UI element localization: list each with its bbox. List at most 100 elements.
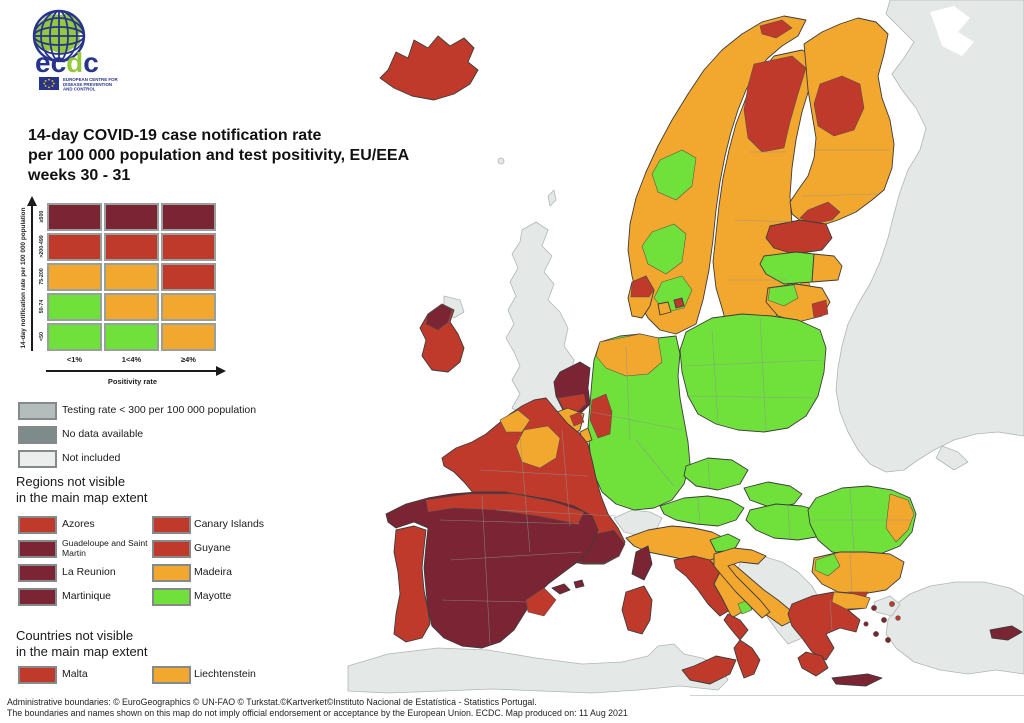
map-region-spain-murcia (525, 587, 557, 617)
map-region-norway-mid (641, 223, 687, 275)
matrix-cell-0-2 (161, 203, 216, 231)
map-region-slovakia (743, 481, 803, 509)
map-region-balearic-minorca (573, 579, 585, 589)
org-name-line3: AND CONTROL (63, 87, 96, 92)
map-region-netherlands-south (557, 393, 587, 413)
map-region-lithuania-southeast (811, 299, 829, 319)
map-region-peloponnese (797, 651, 829, 677)
matrix-cell-2-0 (47, 263, 102, 291)
country-swatch-malta (18, 666, 57, 684)
map-region-germany (587, 333, 691, 511)
globe-outline (32, 9, 86, 63)
matrix-cell-4-2 (161, 323, 216, 351)
region-swatch-madeira (152, 564, 191, 582)
title-line-3: weeks 30 - 31 (28, 167, 131, 184)
region-swatch-la-reunion (18, 564, 57, 582)
map-region-france-centre (515, 425, 561, 469)
map-region-crete (831, 673, 883, 687)
map-region-sardinia (621, 585, 653, 635)
region-swatch-guyane (152, 540, 191, 558)
region-label-azores: Azores (62, 518, 95, 530)
map-region-norway-north (759, 19, 793, 39)
region-label-guadeloupe: Guadeloupe and Saint Martin (62, 538, 148, 558)
legend-label-no-data: No data available (62, 428, 144, 440)
matrix-cell-4-1 (104, 323, 159, 351)
map-region-norway-trondelag (651, 149, 697, 201)
title-line-1: 14-day COVID-19 case notification rate (28, 127, 322, 144)
globe-icon (34, 11, 84, 61)
europe-choropleth-map (347, 0, 1024, 694)
matrix-row-label-4: <50 (39, 332, 45, 341)
country-swatch-liechtenstein (152, 666, 191, 684)
map-region-faroe (497, 157, 505, 165)
region-label-madeira: Madeira (194, 566, 232, 578)
matrix-col-label-2: ≥4% (181, 355, 196, 364)
x-axis-arrow (46, 370, 216, 372)
map-region-copenhagen (673, 297, 685, 309)
map-region-sicily (681, 655, 737, 685)
matrix-cell-0-1 (104, 203, 159, 231)
map-region-shetland (547, 189, 557, 207)
region-swatch-mayotte (152, 588, 191, 606)
map-region-germany-west (589, 393, 613, 439)
region-swatch-canary-islands (152, 516, 191, 534)
matrix-row-label-0: ≥500 (39, 210, 45, 223)
map-region-finland-south (799, 201, 841, 225)
regions-heading-line1: Regions not visible (16, 474, 126, 489)
map-region-france-normandy (499, 409, 531, 433)
map-region-portugal (393, 525, 431, 643)
regions-heading-line2: in the main map extent (16, 490, 148, 505)
map-region-austria (659, 495, 745, 527)
map-region-czechia (683, 457, 749, 491)
country-label-malta: Malta (62, 668, 88, 680)
matrix-cell-2-2 (161, 263, 216, 291)
footer-line1: Administrative boundaries: © EuroGeograp… (7, 697, 537, 707)
regions-heading: Regions not visible in the main map exte… (16, 474, 148, 506)
legend-swatch-testing-rate (18, 402, 57, 420)
map-region-aegean-islands (863, 601, 901, 643)
map-region-cyprus (989, 625, 1023, 641)
map-region-italy-campania (723, 613, 749, 641)
region-label-guyane: Guyane (194, 542, 231, 554)
x-axis-arrow-head (216, 366, 226, 376)
y-axis-arrow (31, 205, 33, 351)
countries-heading-line1: Countries not visible (16, 628, 134, 643)
map-region-turkey (885, 581, 1024, 675)
ecdc-logo: ecdc EUROPEAN CENTRE FOR DISEASE PREVENT… (15, 6, 135, 98)
matrix-cell-4-0 (47, 323, 102, 351)
region-label-la-reunion: La Reunion (62, 566, 116, 578)
country-label-liechtenstein: Liechtenstein (194, 668, 256, 680)
map-region-lithuania-northwest (767, 284, 799, 307)
legend-label-not-included: Not included (62, 452, 121, 464)
countries-heading: Countries not visible in the main map ex… (16, 628, 148, 660)
map-region-iceland (379, 35, 479, 101)
map-region-italy-calabria (733, 639, 761, 679)
footer-attribution: Administrative boundaries: © EuroGeograp… (7, 697, 628, 719)
eu-flag-icon (39, 77, 59, 90)
map-region-denmark-north (630, 275, 655, 298)
matrix-cell-3-0 (47, 293, 102, 321)
region-label-mayotte: Mayotte (194, 590, 232, 602)
white-sea-notch (930, 6, 974, 56)
countries-heading-line2: in the main map extent (16, 644, 148, 659)
map-region-corsica (631, 545, 653, 581)
matrix-col-label-1: 1<4% (121, 355, 142, 364)
region-label-martinique: Martinique (62, 590, 112, 602)
matrix-row-label-3: 50-74 (39, 299, 45, 314)
map-neatline (690, 695, 1024, 696)
region-label-canary-islands: Canary Islands (194, 518, 265, 530)
org-name-line2: DISEASE PREVENTION (63, 82, 112, 87)
map-region-latvia-east (811, 253, 843, 283)
y-axis-arrow-head (27, 196, 37, 206)
map-region-latvia-west (759, 251, 815, 285)
map-region-eastern-europe (835, 0, 1024, 473)
region-boundary-lines (439, 149, 910, 645)
map-region-slovenia (709, 533, 741, 553)
matrix-cell-3-2 (161, 293, 216, 321)
matrix-col-label-0: <1% (66, 355, 83, 364)
matrix-y-axis-label: 14-day notification rate per 100 000 pop… (20, 207, 27, 349)
org-name-line1: EUROPEAN CENTRE FOR (63, 77, 118, 82)
matrix-x-axis-label: Positivity rate (107, 377, 158, 386)
map-region-romania-east (885, 493, 915, 543)
